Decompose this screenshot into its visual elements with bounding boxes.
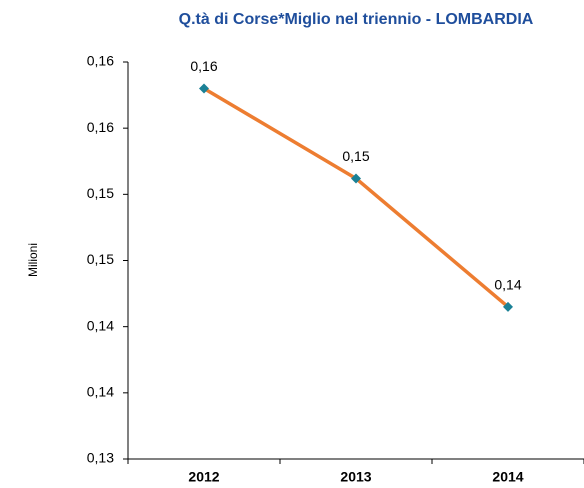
data-label: 0,14 bbox=[494, 277, 521, 293]
y-tick-label: 0,14 bbox=[87, 317, 114, 333]
x-tick-label: 2012 bbox=[188, 469, 219, 485]
marker bbox=[199, 83, 209, 94]
x-tick-label: 2014 bbox=[492, 469, 523, 485]
x-tick-label: 2013 bbox=[340, 469, 371, 485]
y-tick-label: 0,14 bbox=[87, 384, 114, 400]
y-axis-label: Milioni bbox=[26, 243, 40, 277]
chart-title: Q.tà di Corse*Miglio nel triennio - LOMB… bbox=[179, 11, 534, 28]
data-label: 0,15 bbox=[342, 148, 369, 164]
marker bbox=[351, 173, 361, 184]
y-tick-label: 0,16 bbox=[87, 53, 114, 69]
y-tick-label: 0,13 bbox=[87, 450, 114, 466]
data-label: 0,16 bbox=[190, 58, 217, 74]
line bbox=[203, 86, 510, 309]
y-tick-label: 0,15 bbox=[87, 185, 114, 201]
y-tick-label: 0,16 bbox=[87, 119, 114, 135]
marker bbox=[503, 301, 513, 312]
y-tick-label: 0,15 bbox=[87, 251, 114, 267]
